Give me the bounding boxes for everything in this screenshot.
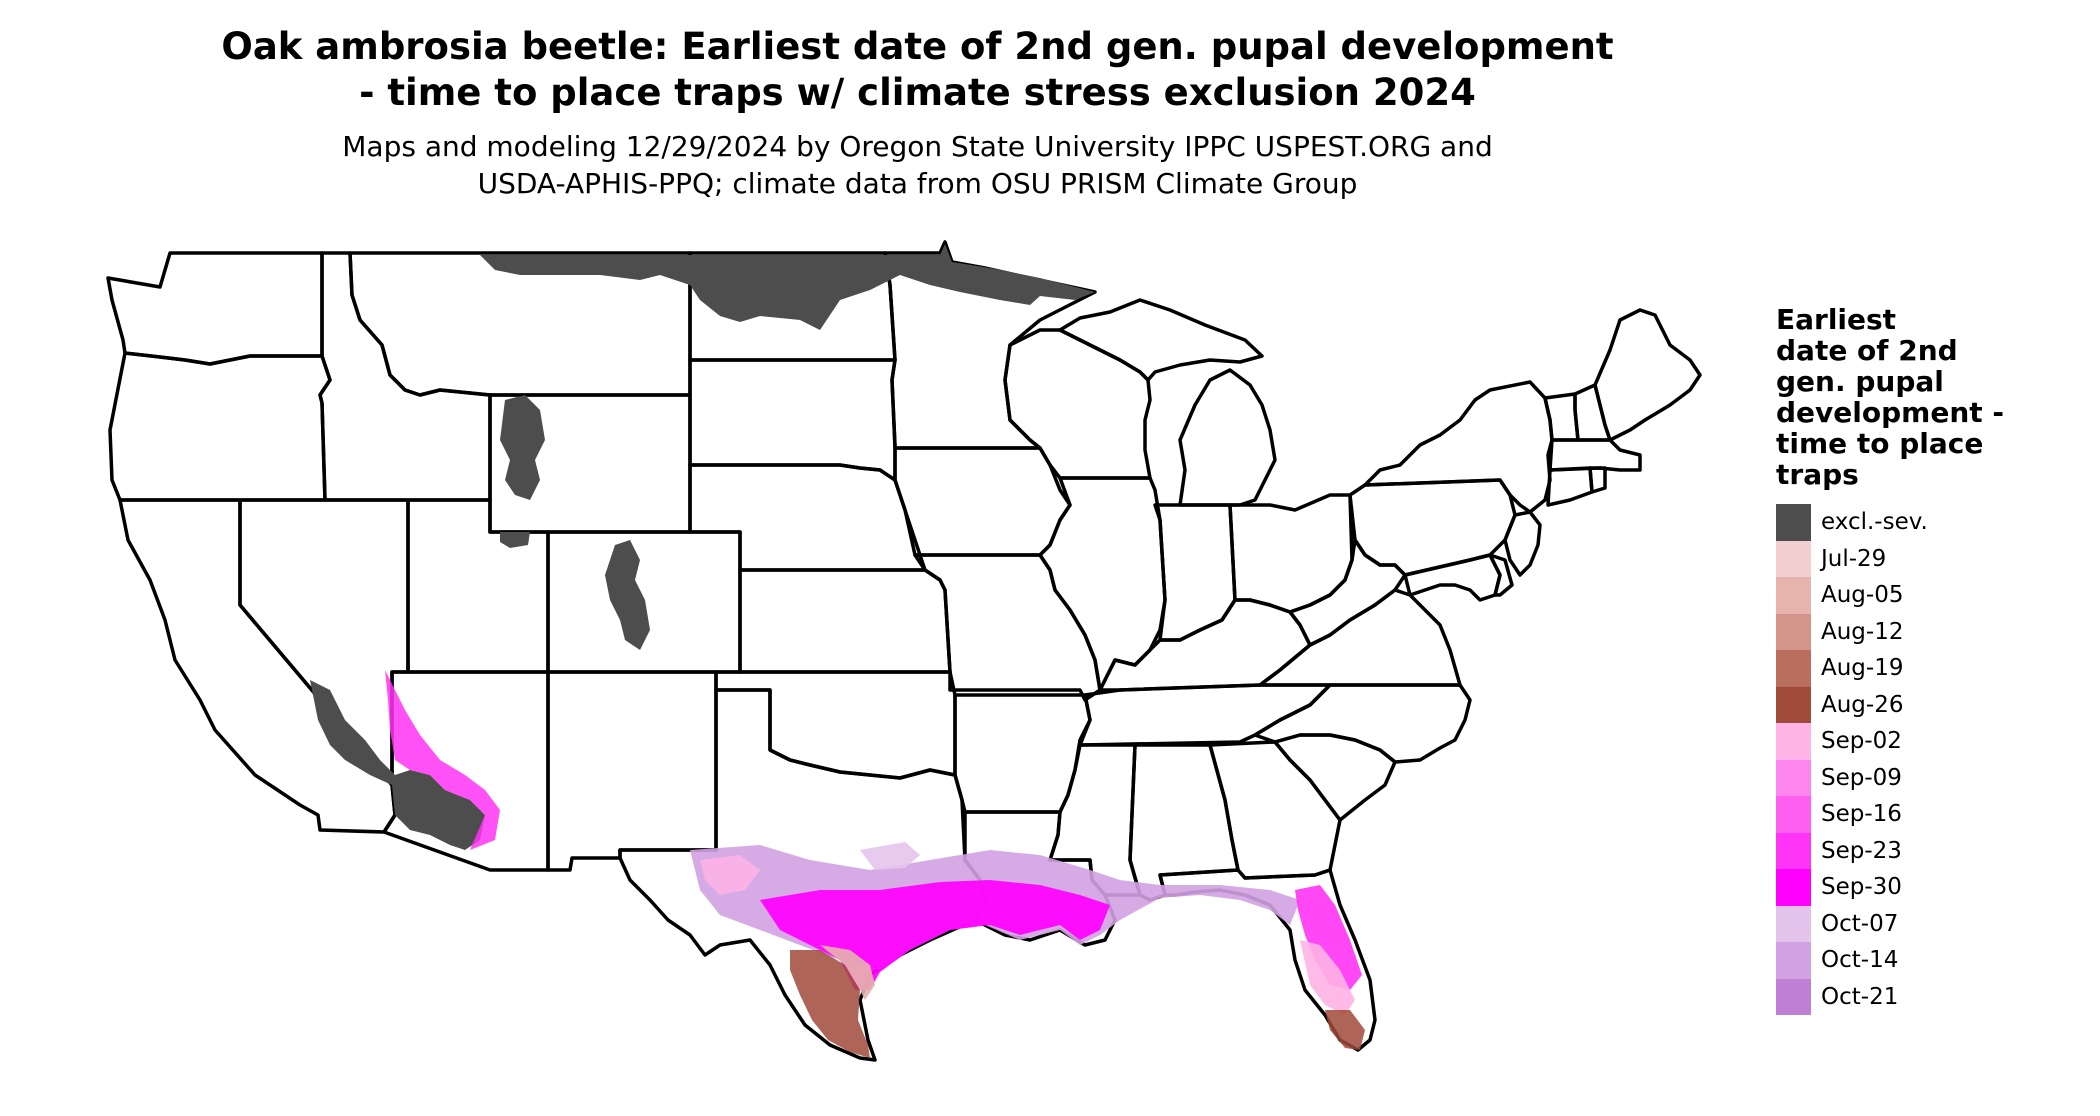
- state-iowa: [893, 446, 1072, 557]
- state-connecticut: [1546, 466, 1594, 507]
- legend-swatch: [1776, 686, 1811, 723]
- zone-texas-oct: [860, 842, 920, 870]
- zone-texas-south-light: [820, 945, 875, 1000]
- state-utah: [406, 498, 550, 674]
- legend-item: Sep-23: [1776, 832, 2076, 869]
- legend-label: Aug-12: [1821, 618, 1904, 645]
- development-areas: [385, 670, 1365, 1058]
- legend-item: Oct-07: [1776, 905, 2076, 942]
- legend-swatch: [1776, 540, 1811, 577]
- legend-label: Oct-14: [1821, 947, 1899, 974]
- legend-swatch: [1776, 869, 1811, 906]
- state-south-dakota: [688, 358, 897, 482]
- legend-swatch: [1776, 613, 1811, 650]
- state-kansas: [738, 568, 952, 674]
- legend-swatch: [1776, 905, 1811, 942]
- legend: Earliest date of 2nd gen. pupal developm…: [1776, 304, 2076, 1015]
- map-title: Oak ambrosia beetle: Earliest date of 2n…: [221, 25, 1614, 114]
- state-nebraska: [688, 463, 927, 572]
- exclusion-utah-north: [500, 532, 530, 548]
- exclusion-northern-plains: [480, 244, 1095, 330]
- state-alabama: [1128, 743, 1240, 902]
- legend-label: Oct-07: [1821, 910, 1899, 937]
- legend-item: Aug-12: [1776, 613, 2076, 650]
- state-nevada: [238, 498, 410, 787]
- state-maine: [1593, 308, 1702, 442]
- state-new-jersey: [1503, 510, 1542, 577]
- state-wisconsin: [1003, 328, 1152, 480]
- legend-item: Sep-16: [1776, 796, 2076, 833]
- legend-label: Jul-29: [1821, 545, 1887, 572]
- legend-label: Aug-26: [1821, 691, 1904, 718]
- state-west-virginia: [1288, 538, 1407, 647]
- legend-label: Aug-19: [1821, 655, 1904, 682]
- legend-item: Sep-09: [1776, 759, 2076, 796]
- legend-item: Jul-29: [1776, 540, 2076, 577]
- state-north-carolina: [1253, 683, 1472, 764]
- legend-label: Sep-09: [1821, 764, 1902, 791]
- state-new-mexico: [546, 670, 718, 872]
- legend-swatch: [1776, 759, 1811, 796]
- legend-item: Oct-21: [1776, 978, 2076, 1015]
- state-michigan-upper: [1058, 298, 1264, 382]
- legend-swatch: [1776, 942, 1811, 979]
- legend-label: excl.-sev.: [1821, 509, 1928, 536]
- legend-item: Aug-26: [1776, 686, 2076, 723]
- exclusion-yellowstone: [500, 395, 545, 500]
- state-massachusetts: [1548, 438, 1642, 472]
- zone-florida-pink: [1300, 940, 1355, 1015]
- state-texas: [618, 688, 987, 1062]
- state-maryland: [1403, 553, 1502, 602]
- legend-label: Sep-02: [1821, 728, 1902, 755]
- state-rhode-island: [1588, 466, 1607, 494]
- legend-item: Sep-02: [1776, 723, 2076, 760]
- state-missouri: [913, 553, 1102, 702]
- state-kentucky: [1098, 598, 1312, 692]
- legend-items: excl.-sev. Jul-29 Aug-05 Aug-12 Aug-19 A…: [1776, 504, 2076, 1015]
- zone-sw-magenta: [385, 670, 500, 850]
- zone-texas-south: [790, 950, 870, 1058]
- state-delaware: [1488, 553, 1514, 597]
- legend-swatch: [1776, 650, 1811, 687]
- legend-item: Aug-05: [1776, 577, 2076, 614]
- state-georgia: [1208, 740, 1342, 880]
- legend-swatch: [1776, 504, 1811, 541]
- state-idaho: [318, 251, 492, 502]
- exclusion-colorado-rockies: [605, 540, 650, 650]
- legend-swatch: [1776, 832, 1811, 869]
- zone-florida-south: [1325, 1010, 1365, 1050]
- legend-label: Sep-16: [1821, 801, 1902, 828]
- legend-label: Sep-30: [1821, 874, 1902, 901]
- legend-swatch: [1776, 978, 1811, 1015]
- state-illinois: [1038, 476, 1167, 692]
- state-michigan-lower: [1178, 368, 1277, 507]
- state-ohio: [1228, 493, 1354, 614]
- legend-item: Sep-30: [1776, 869, 2076, 906]
- legend-item: Aug-19: [1776, 650, 2076, 687]
- state-boundaries: [106, 240, 1702, 1062]
- state-oklahoma: [714, 670, 957, 780]
- legend-label: Aug-05: [1821, 582, 1904, 609]
- legend-item: Oct-14: [1776, 942, 2076, 979]
- legend-swatch: [1776, 796, 1811, 833]
- legend-title: Earliest date of 2nd gen. pupal developm…: [1776, 303, 2005, 491]
- state-washington: [106, 251, 324, 366]
- state-virginia: [1258, 588, 1462, 687]
- legend-label: Sep-23: [1821, 837, 1902, 864]
- state-california: [118, 498, 397, 834]
- map-subtitle: Maps and modeling 12/29/2024 by Oregon S…: [342, 130, 1493, 200]
- state-oregon: [108, 351, 332, 502]
- zone-florida-magenta: [1295, 885, 1362, 990]
- zone-texas-pink: [700, 855, 760, 895]
- exclusion-sw-desert: [310, 680, 485, 850]
- legend-swatch: [1776, 723, 1811, 760]
- exclusion-areas: [310, 244, 1095, 850]
- legend-swatch: [1776, 577, 1811, 614]
- legend-label: Oct-21: [1821, 983, 1899, 1010]
- legend-item: excl.-sev.: [1776, 504, 2076, 541]
